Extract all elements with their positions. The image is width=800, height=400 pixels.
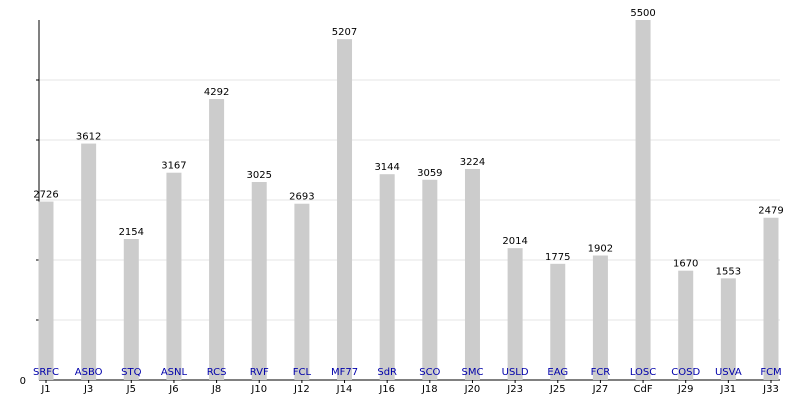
bar <box>337 39 353 380</box>
x-tick-label: J6 <box>168 384 178 395</box>
x-tick-label: J12 <box>293 384 310 395</box>
team-label: FCR <box>591 367 611 378</box>
data-label: 3059 <box>417 168 442 179</box>
data-label: 3025 <box>247 170 272 181</box>
data-label: 2726 <box>33 190 58 201</box>
bar <box>678 270 694 380</box>
team-label: FCM <box>760 367 781 378</box>
x-tick-label: J23 <box>506 384 523 395</box>
x-tick-label: J14 <box>336 384 353 395</box>
data-label: 2014 <box>502 236 527 247</box>
team-label: MF77 <box>331 367 358 378</box>
data-label: 4292 <box>204 87 229 98</box>
data-label: 5207 <box>332 27 357 38</box>
bar <box>720 278 736 380</box>
x-tick-label: J27 <box>592 384 609 395</box>
data-label: 2693 <box>289 192 314 203</box>
x-tick-label: CdF <box>634 384 653 395</box>
team-label: ASNL <box>161 367 188 378</box>
team-label: SCO <box>419 367 440 378</box>
bar <box>422 179 438 380</box>
bar <box>123 239 139 380</box>
team-label: COSD <box>671 367 700 378</box>
bar <box>81 143 97 380</box>
bar <box>763 217 779 380</box>
x-tick-label: J5 <box>126 384 136 395</box>
x-tick-label: J10 <box>250 384 267 395</box>
bar <box>592 255 608 380</box>
team-label: USLD <box>502 367 529 378</box>
bar <box>550 263 566 380</box>
data-label: 1902 <box>588 244 613 255</box>
x-tick-label: J33 <box>762 384 779 395</box>
data-label: 3167 <box>161 161 186 172</box>
x-tick-label: J8 <box>211 384 221 395</box>
team-label: EAG <box>547 367 568 378</box>
bar <box>507 248 523 380</box>
data-label: 1670 <box>673 259 698 270</box>
data-label: 3612 <box>76 132 101 143</box>
y-tick-label: 0 <box>20 376 26 387</box>
team-label: FCL <box>293 367 312 378</box>
bar <box>209 99 225 380</box>
data-label: 5500 <box>630 8 655 19</box>
data-label: 2154 <box>119 227 144 238</box>
x-tick-label: J16 <box>378 384 395 395</box>
team-label: ASBO <box>75 367 103 378</box>
x-tick-label: J20 <box>464 384 481 395</box>
team-label: RVF <box>250 367 269 378</box>
data-label: 3144 <box>374 162 399 173</box>
bar <box>379 174 395 380</box>
bar <box>294 203 310 380</box>
team-label: SdR <box>377 367 397 378</box>
team-label: STQ <box>121 367 141 378</box>
data-label: 3224 <box>460 157 485 168</box>
team-label: SMC <box>461 367 483 378</box>
data-label: 2479 <box>758 206 783 217</box>
bar <box>38 201 54 380</box>
team-label: RCS <box>207 367 227 378</box>
data-label: 1553 <box>716 266 741 277</box>
x-tick-label: J31 <box>720 384 737 395</box>
team-label: SRFC <box>33 367 59 378</box>
data-label: 1775 <box>545 252 570 263</box>
team-label: USVA <box>715 367 742 378</box>
x-tick-label: J3 <box>83 384 93 395</box>
x-tick-label: J1 <box>40 384 50 395</box>
x-tick-label: J18 <box>421 384 438 395</box>
bar <box>251 182 267 380</box>
x-tick-label: J29 <box>677 384 694 395</box>
bar <box>464 168 480 380</box>
x-tick-label: J25 <box>549 384 566 395</box>
bar <box>166 172 182 380</box>
team-label: LOSC <box>630 367 656 378</box>
bar <box>635 20 651 380</box>
